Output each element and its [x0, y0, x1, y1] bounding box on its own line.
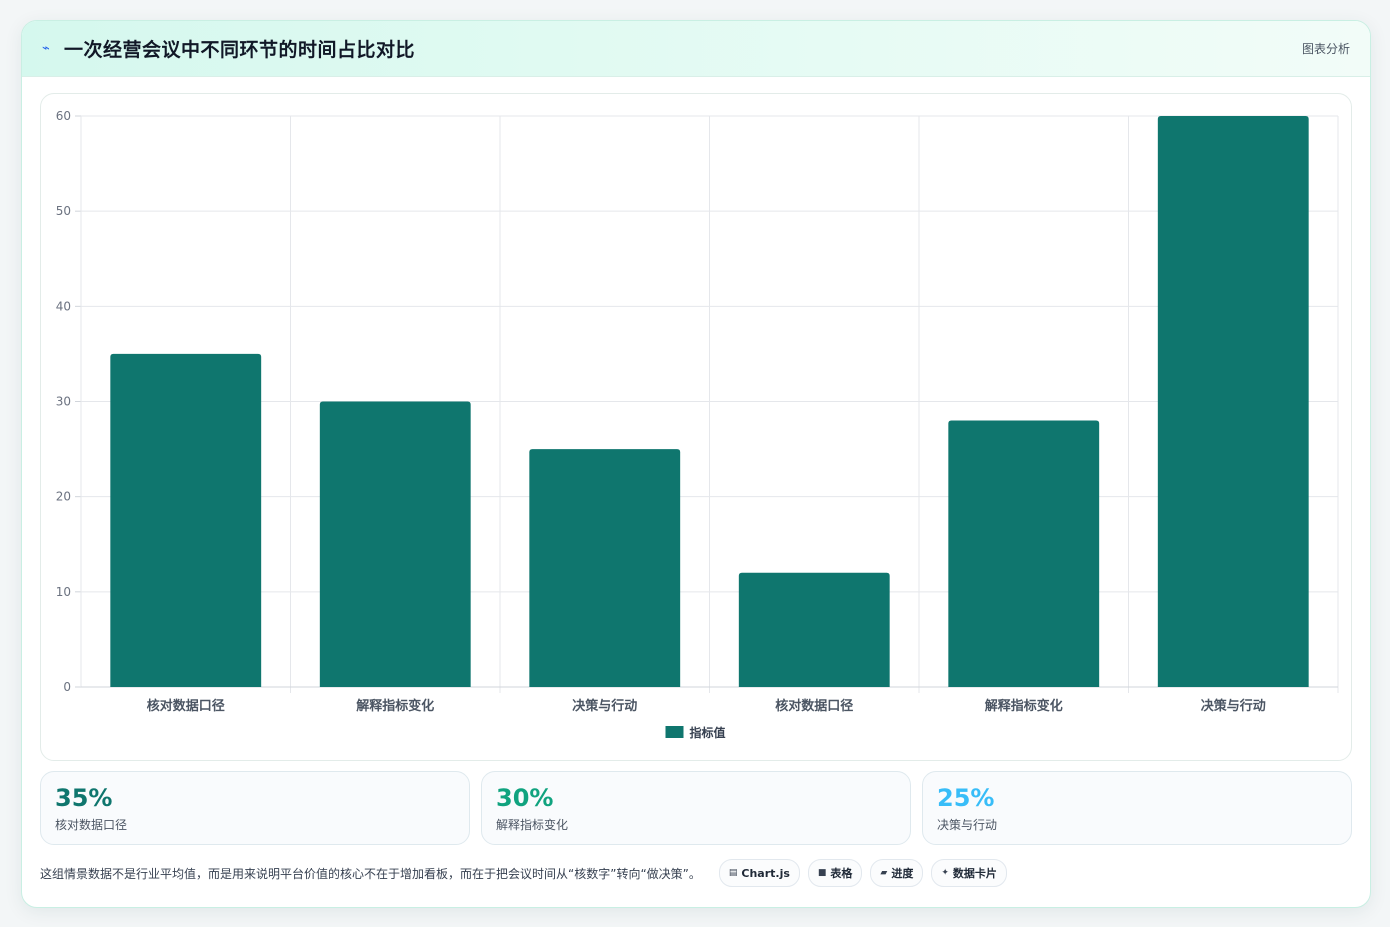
- y-tick-label: 20: [56, 490, 71, 504]
- chart-title: 一次经营会议中不同环节的时间占比对比: [64, 39, 416, 61]
- header-tag: 图表分析: [1301, 42, 1350, 56]
- y-tick-label: 10: [56, 585, 71, 599]
- footer-note: 这组情景数据不是行业平均值，而是用来说明平台价值的核心不在于增加看板，而在于把会…: [40, 866, 701, 881]
- bar: [319, 401, 471, 687]
- title-wrap: ⌁ 一次经营会议中不同环节的时间占比对比: [42, 35, 415, 62]
- chart-panel: 0 10 20 30 40 50 60 核对数据口径 解释指标变化 决策与行动 核对数据口径 解释指标…: [40, 93, 1352, 761]
- y-tick-label: 0: [63, 680, 71, 694]
- y-tick-label: 50: [56, 204, 71, 218]
- card-header: ⌁ 一次经营会议中不同环节的时间占比对比 图表分析: [22, 21, 1370, 77]
- x-tick-label: 决策与行动: [1201, 698, 1266, 714]
- chip-label: Chart.js: [741, 866, 790, 880]
- stat-card: 25% 决策与行动: [922, 771, 1352, 845]
- stat-cards: 35% 核对数据口径 30% 解释指标变化 25% 决策与行动: [40, 771, 1352, 845]
- stat-card: 35% 核对数据口径: [40, 771, 470, 845]
- stat-value: 35%: [55, 784, 113, 812]
- x-tick-label: 决策与行动: [572, 698, 637, 714]
- y-tick-label: 40: [56, 299, 71, 313]
- bar: [529, 449, 681, 687]
- chip-table[interactable]: ■ 表格: [807, 859, 863, 887]
- stat-value: 25%: [937, 784, 995, 812]
- x-tick-label: 核对数据口径: [147, 698, 225, 714]
- bar: [738, 572, 890, 687]
- chip-progress[interactable]: ▰ 进度: [870, 859, 924, 887]
- x-tick-label: 解释指标变化: [984, 698, 1063, 714]
- chip-label: 表格: [830, 867, 853, 880]
- sparkle-icon: ✦: [941, 868, 949, 878]
- bar-chart: 0 10 20 30 40 50 60 核对数据口径 解释指标变化 决策与行动 核对数据口径 解释指标…: [56, 109, 1339, 740]
- chart-icon: ▤: [728, 868, 738, 878]
- chip-data-card[interactable]: ✦ 数据卡片: [931, 859, 1007, 887]
- y-tick-label: 30: [56, 395, 71, 409]
- legend-swatch: [665, 726, 684, 738]
- bar: [110, 353, 262, 687]
- stat-label: 解释指标变化: [496, 818, 569, 832]
- lightning-icon: ⌁: [42, 41, 50, 56]
- stat-label: 核对数据口径: [55, 818, 128, 832]
- stat-value: 30%: [496, 784, 554, 812]
- chip-label: 数据卡片: [952, 867, 997, 880]
- footer: 这组情景数据不是行业平均值，而是用来说明平台价值的核心不在于增加看板，而在于把会…: [40, 857, 1352, 889]
- bar: [948, 420, 1100, 687]
- x-tick-label: 核对数据口径: [775, 698, 853, 714]
- progress-icon: ▰: [880, 868, 888, 878]
- chip-chartjs[interactable]: ▤ Chart.js: [718, 859, 800, 887]
- stat-card: 30% 解释指标变化: [481, 771, 911, 845]
- chip-label: 进度: [891, 867, 914, 880]
- legend-label: 指标值: [690, 725, 726, 740]
- bar: [1157, 116, 1309, 687]
- table-icon: ■: [817, 868, 827, 878]
- chart-card: ⌁ 一次经营会议中不同环节的时间占比对比 图表分析 0 10 20 30 40 50 60 核…: [21, 20, 1371, 908]
- x-tick-label: 解释指标变化: [355, 698, 434, 714]
- stat-label: 决策与行动: [937, 818, 998, 832]
- y-tick-label: 60: [56, 109, 71, 123]
